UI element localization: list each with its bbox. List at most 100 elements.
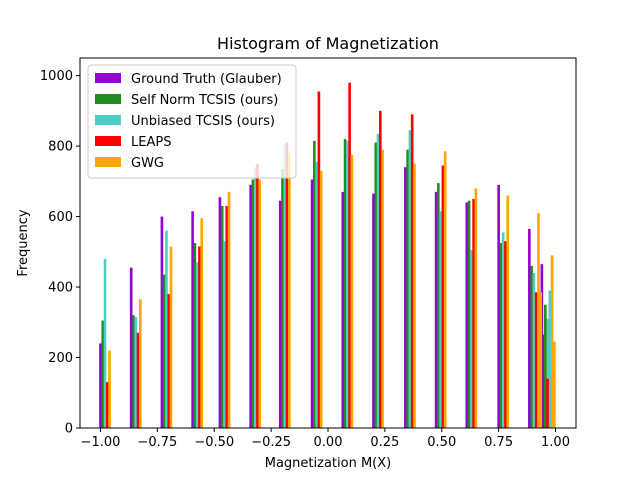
x-tick-label: −0.75 [137,435,177,450]
bar-extra-5 [539,292,543,428]
bar-leaps-7 [317,91,321,428]
bar-leaps-3 [198,246,201,428]
x-tick-label: 1.00 [541,435,570,450]
bar-ground-truth-glauber-0 [99,343,102,428]
bar-unbiased-tcsis-ours-2 [165,230,168,428]
bar-leaps-11 [441,165,445,429]
bar-leaps-6 [285,142,289,428]
chart-title: Histogram of Magnetization [217,34,439,53]
y-tick-label: 400 [48,281,73,296]
bar-unbiased-tcsis-ours-5 [253,167,257,429]
bar-self-norm-tcsis-ours-1 [132,315,135,428]
bar-gwg-6 [288,153,291,428]
bar-leaps-13 [504,241,507,428]
y-tick-label: 1000 [40,69,73,84]
bar-self-norm-tcsis-ours-0 [101,320,105,428]
legend-label: Unbiased TCSIS (ours) [131,114,275,129]
bar-ground-truth-glauber-4 [218,197,222,428]
bar-gwg-15 [550,255,554,428]
bar-leaps-14 [534,292,538,428]
y-axis: 0 200 400 600 800 1000 [40,69,80,437]
bar-ground-truth-glauber-1 [129,267,133,428]
bar-gwg-11 [443,151,447,428]
bar-gwg-1 [138,299,142,428]
bar-gwg-4 [227,191,231,428]
x-tick-label: −1.00 [81,435,121,450]
y-tick-label: 0 [65,422,73,437]
bar-ground-truth-glauber-3 [191,211,194,428]
bar-gwg-5 [258,179,262,428]
bar-ground-truth-glauber-10 [404,167,407,429]
x-axis: −1.00 −0.75 −0.50 −0.25 0.00 0.25 0.50 0.75 1.00 [81,428,570,450]
bar-unbiased-tcsis-ours-11 [439,211,442,428]
x-tick-label: 0.00 [314,435,343,450]
bar-extra-0 [541,334,545,428]
bar-gwg-12 [474,188,478,428]
bar-gwg-0 [108,350,111,428]
bar-ground-truth-glauber-6 [278,200,282,428]
bar-ground-truth-glauber-2 [160,216,164,428]
bar-ground-truth-glauber-9 [372,193,375,428]
x-axis-label: Magnetization M(X) [265,456,391,471]
bar-self-norm-tcsis-ours-5 [251,179,255,428]
bar-leaps-2 [167,294,171,428]
bar-extra-3 [546,378,549,428]
bars-group [99,82,556,429]
bar-ground-truth-glauber-11 [434,191,438,428]
bar-self-norm-tcsis-ours-2 [162,274,166,428]
bar-self-norm-tcsis-ours-12 [467,200,471,428]
bar-self-norm-tcsis-ours-7 [313,140,316,428]
bar-gwg-3 [200,218,204,428]
bar-self-norm-tcsis-ours-6 [281,169,284,428]
bar-leaps-8 [348,82,351,429]
bar-gwg-7 [319,170,323,428]
bar-ground-truth-glauber-7 [310,179,314,428]
legend-label: Self Norm TCSIS (ours) [131,93,278,108]
bar-leaps-5 [256,163,259,428]
y-tick-label: 200 [48,351,73,366]
bar-unbiased-tcsis-ours-6 [283,144,287,428]
legend-label: Ground Truth (Glauber) [131,72,282,87]
bar-self-norm-tcsis-ours-9 [374,142,378,428]
bar-ground-truth-glauber-8 [341,191,345,428]
bar-gwg-13 [506,195,510,428]
bar-unbiased-tcsis-ours-4 [223,241,226,428]
bar-leaps-1 [136,332,140,428]
bar-unbiased-tcsis-ours-7 [315,161,318,428]
bar-leaps-10 [410,114,414,428]
bar-self-norm-tcsis-ours-14 [530,265,533,428]
legend-swatch [95,94,121,104]
bar-gwg-8 [350,154,354,428]
bar-self-norm-tcsis-ours-3 [193,243,197,428]
bar-ground-truth-glauber-5 [249,184,252,428]
bar-unbiased-tcsis-ours-0 [103,258,107,428]
bar-unbiased-tcsis-ours-1 [134,317,138,428]
bar-extra-2 [548,290,552,428]
bar-ground-truth-glauber-14 [528,228,531,428]
bar-leaps-0 [106,382,109,428]
bar-unbiased-tcsis-ours-10 [408,130,412,429]
bar-unbiased-tcsis-ours-3 [195,262,199,428]
bar-self-norm-tcsis-ours-10 [406,149,409,428]
bar-extra-1 [543,304,547,428]
bar-self-norm-tcsis-ours-13 [499,243,503,428]
legend-swatch [95,136,121,146]
bar-unbiased-tcsis-ours-15 [546,318,549,428]
bar-ground-truth-glauber-13 [497,184,500,428]
y-tick-label: 600 [48,210,73,225]
bar-gwg-14 [537,213,540,428]
legend-label: LEAPS [131,135,171,150]
y-axis-label: Frequency [16,209,31,276]
bar-self-norm-tcsis-ours-4 [220,206,224,428]
x-tick-label: 0.25 [370,435,399,450]
bar-leaps-4 [225,206,229,428]
legend: Ground Truth (Glauber) Self Norm TCSIS (o… [87,64,297,179]
bar-leaps-9 [379,110,382,429]
x-tick-label: −0.25 [251,435,291,450]
legend-swatch [95,73,121,83]
legend-label: GWG [131,156,164,171]
bar-gwg-2 [169,246,173,428]
bar-self-norm-tcsis-ours-8 [343,139,347,429]
x-tick-label: −0.50 [194,435,234,450]
